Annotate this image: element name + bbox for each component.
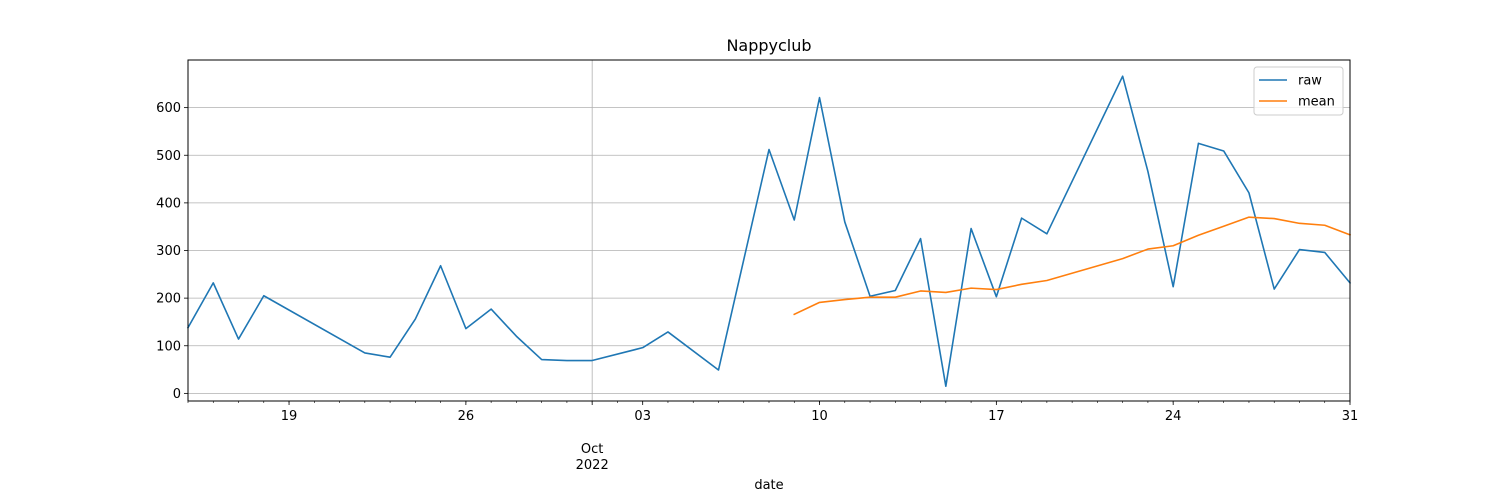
legend-label-raw: raw [1298,74,1322,89]
x-tick-label: Oct 2022 [576,442,609,473]
x-tick-label: 24 [1165,409,1182,424]
series-line-raw [186,75,1352,388]
plot-frame [187,59,1351,402]
y-tick-label: 200 [156,292,181,307]
y-tick-label: 100 [156,339,181,354]
legend-box [1253,66,1344,116]
series-layer [186,75,1352,388]
y-tick-label: 0 [173,387,181,402]
x-axis: 19 26 Oct 2022 03 10 17 24 31 [187,401,1359,473]
legend: raw mean [1253,66,1344,116]
x-tick-label: 10 [811,409,828,424]
x-tick-label: 31 [1342,409,1359,424]
series-line-mean [793,216,1352,316]
y-tick-label: 600 [156,101,181,116]
legend-label-mean: mean [1298,95,1335,110]
chart-title: Nappyclub [726,36,811,55]
y-tick-label: 400 [156,196,181,211]
x-tick-label: 03 [634,409,651,424]
x-tick-label: 19 [281,409,298,424]
y-tick-label: 500 [156,149,181,164]
grid-layer [188,60,1350,401]
x-axis-label: date [754,478,783,493]
x-tick-label: 17 [988,409,1005,424]
y-axis: 0 100 200 300 400 500 600 [156,101,188,402]
y-tick-label: 300 [156,244,181,259]
x-tick-label: 26 [458,409,475,424]
